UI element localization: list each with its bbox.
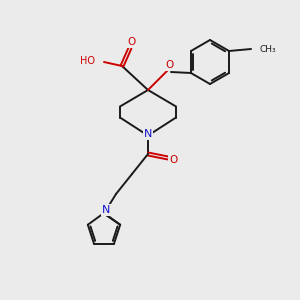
Text: O: O <box>166 60 174 70</box>
Text: HO: HO <box>80 56 95 66</box>
Text: O: O <box>169 155 177 165</box>
Text: N: N <box>144 129 152 139</box>
Text: N: N <box>102 205 110 215</box>
Text: O: O <box>127 37 135 47</box>
Text: CH₃: CH₃ <box>259 44 276 53</box>
